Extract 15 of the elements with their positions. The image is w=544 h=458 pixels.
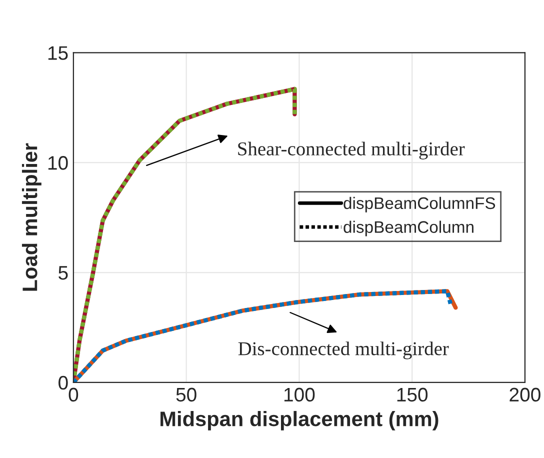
y-axis-title: Load multiplier <box>22 143 42 291</box>
x-tick-label: 50 <box>176 388 196 402</box>
annotation: Dis-connected multi-girder <box>238 342 449 360</box>
y-tick-label: 15 <box>48 46 68 60</box>
x-tick-label: 0 <box>68 388 78 402</box>
y-tick-label: 10 <box>48 156 68 170</box>
x-axis-title: Midspan displacement (mm) <box>160 410 438 430</box>
x-tick-label: 100 <box>284 388 315 402</box>
x-tick-label: 150 <box>397 388 428 402</box>
annotation: Shear-connected multi-girder <box>238 142 465 160</box>
text: dispBeamColumn <box>344 220 474 236</box>
x-tick-label: 200 <box>510 388 540 402</box>
y-tick-label: 0 <box>58 376 68 390</box>
text: dispBeamColumnFS <box>344 196 496 212</box>
y-tick-label: 5 <box>58 266 68 280</box>
